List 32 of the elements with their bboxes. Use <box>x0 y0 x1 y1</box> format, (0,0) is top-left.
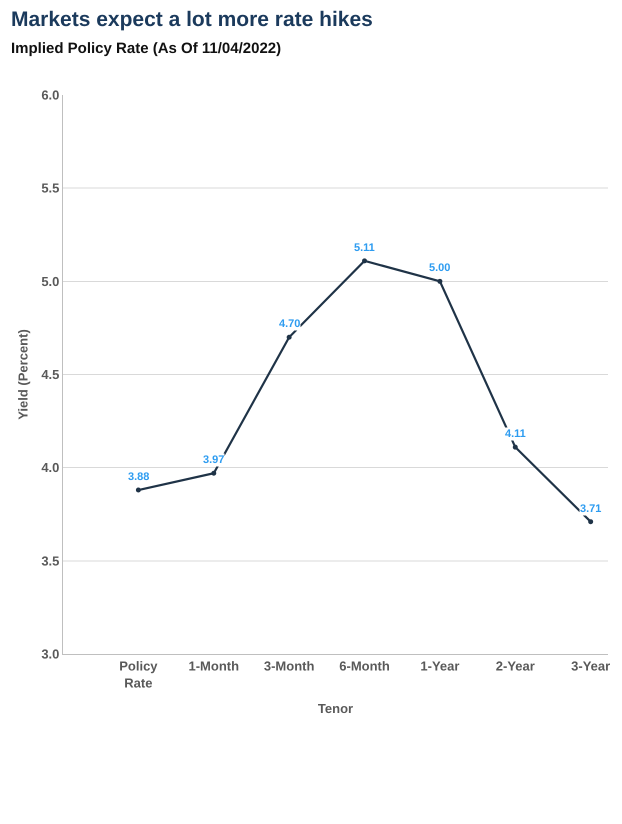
point <box>437 278 442 284</box>
point <box>211 470 216 476</box>
y-axis-title: Yield (Percent) <box>15 329 30 420</box>
data-label: 3.71 <box>580 503 602 515</box>
x-tick-label: 3-Month <box>264 658 314 674</box>
y-tick-label: 3.5 <box>41 553 60 568</box>
x-axis-title: Tenor <box>318 701 354 716</box>
data-label: 5.11 <box>354 242 375 254</box>
x-tick-label: 6-Month <box>339 658 390 674</box>
y-tick-label: 4.5 <box>41 367 60 382</box>
y-tick-label: 6.0 <box>41 88 60 103</box>
y-tick-label: 4.0 <box>41 460 60 476</box>
x-tick-label: 2-Year <box>496 658 535 674</box>
x-tick-label: Policy Rate <box>119 658 158 690</box>
point <box>362 258 368 264</box>
data-label: 4.70 <box>279 318 300 330</box>
x-tick-label: 3-Year <box>571 658 610 674</box>
chart-subtitle: Implied Policy Rate (As Of 11/04/2022) <box>11 40 282 57</box>
point <box>588 519 594 524</box>
x-tick-label: 1-Month <box>188 658 240 674</box>
x-tick-label: 1-Year <box>420 658 460 674</box>
point <box>136 488 141 493</box>
data-label: 5.00 <box>429 262 450 274</box>
y-tick-label: 5.5 <box>41 180 60 196</box>
point <box>512 444 518 450</box>
y-tick-label: 5.0 <box>41 274 60 289</box>
chart-title: Markets expect a lot more rate hikes <box>11 8 373 31</box>
data-label: 4.11 <box>505 428 526 440</box>
y-tick-label: 3.0 <box>41 646 60 662</box>
data-label: 3.88 <box>128 471 150 483</box>
point <box>286 334 292 340</box>
data-label: 3.97 <box>203 454 224 466</box>
